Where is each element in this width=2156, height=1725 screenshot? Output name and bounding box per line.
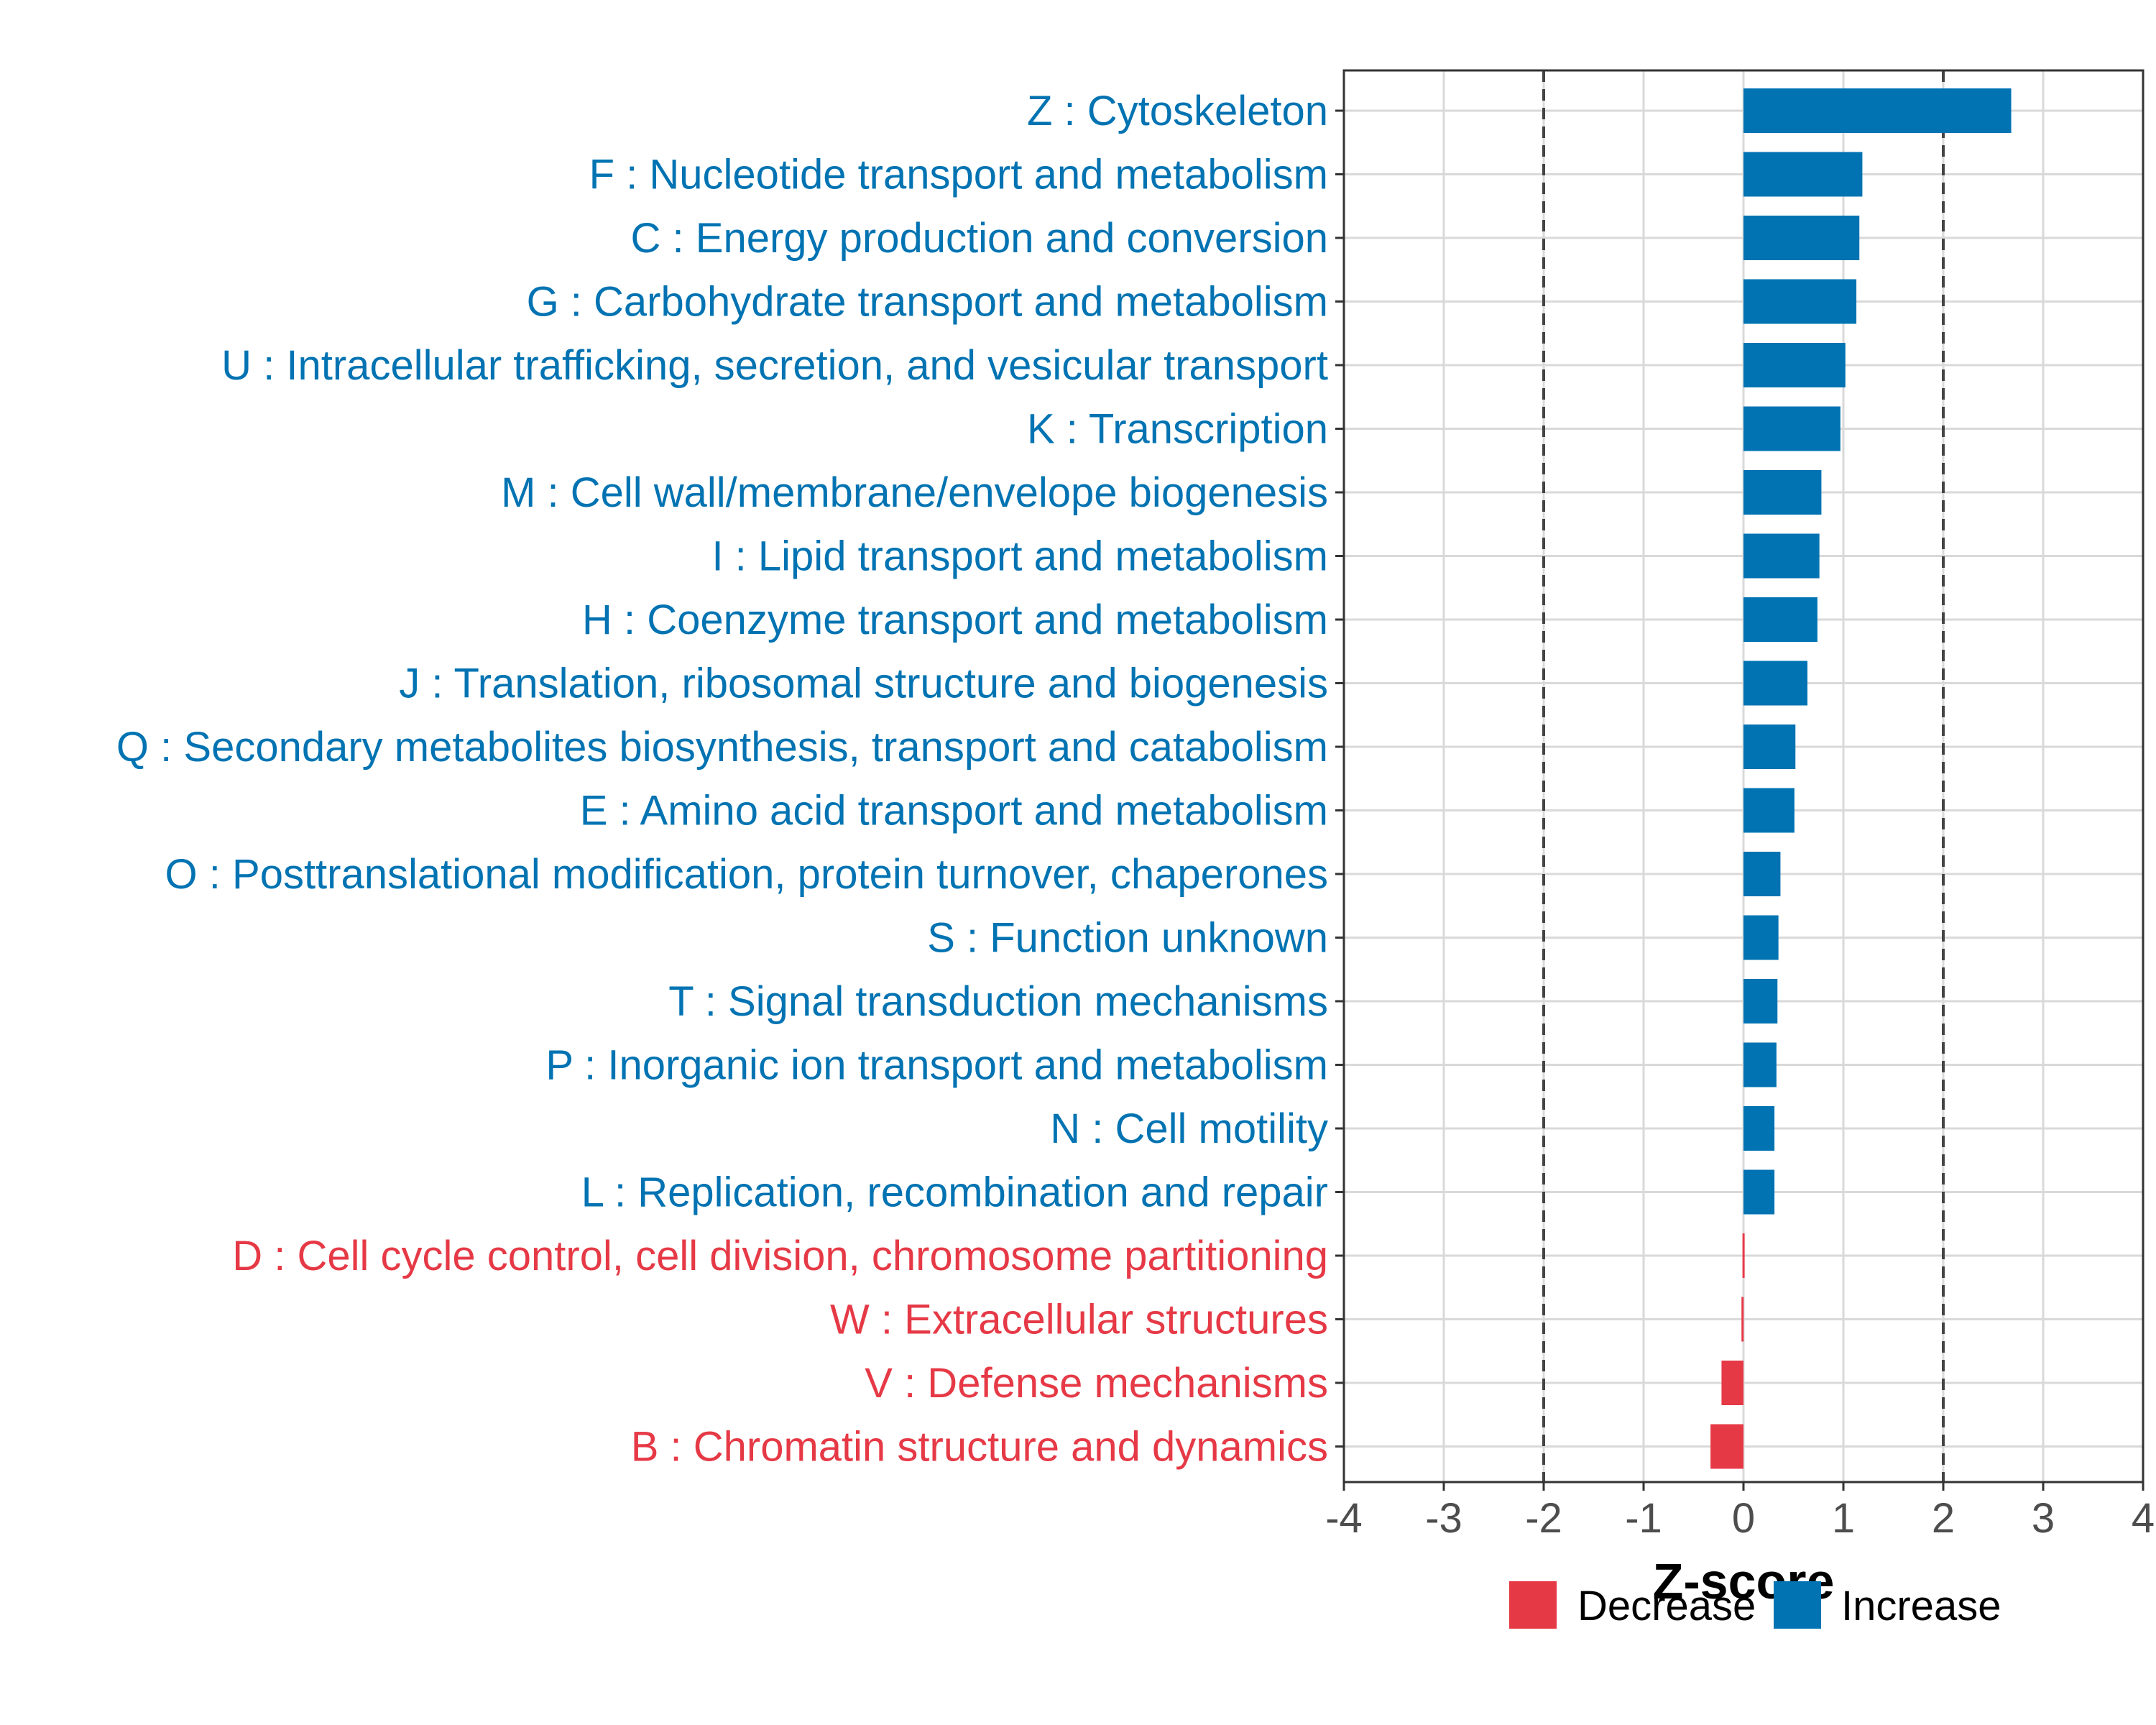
x-tick-label: -2 [1525, 1495, 1562, 1542]
bar [1743, 979, 1778, 1024]
bar [1743, 1169, 1775, 1215]
category-label: K : Transcription [1027, 406, 1328, 453]
bar [1743, 1106, 1775, 1151]
legend-swatch-decrease [1509, 1581, 1557, 1629]
bar [1743, 597, 1818, 642]
bar [1743, 915, 1779, 960]
bar [1743, 470, 1822, 515]
category-label: M : Cell wall/membrane/envelope biogenes… [501, 469, 1328, 516]
category-label: J : Translation, ribosomal structure and… [399, 661, 1328, 707]
bar [1743, 1042, 1777, 1087]
bar [1741, 1297, 1744, 1342]
x-tick-label: -4 [1325, 1495, 1363, 1542]
category-label: L : Replication, recombination and repai… [581, 1169, 1328, 1216]
legend: Decrease Increase [1509, 1581, 2001, 1629]
y-axis-ticks [1335, 109, 1344, 1448]
category-label: O : Posttranslational modification, prot… [165, 851, 1328, 898]
bar [1743, 279, 1857, 324]
x-tick-label: 4 [2132, 1495, 2155, 1542]
legend-label-increase: Increase [1841, 1583, 2001, 1629]
bar [1743, 88, 2012, 133]
category-label: C : Energy production and conversion [631, 215, 1328, 262]
bars [1710, 88, 2012, 1469]
x-tick-label: 1 [1832, 1495, 1855, 1542]
bar [1743, 724, 1796, 769]
x-axis-ticks: -4 -3 -2 -1 0 1 2 3 4 [1325, 1482, 2155, 1542]
legend-label-decrease: Decrease [1577, 1583, 1756, 1629]
category-label: B : Chromatin structure and dynamics [631, 1424, 1328, 1471]
x-tick-label: -1 [1625, 1495, 1662, 1542]
bar [1743, 406, 1841, 451]
bar [1742, 1233, 1745, 1278]
category-label: Q : Secondary metabolites biosynthesis, … [116, 724, 1328, 770]
x-tick-label: -3 [1425, 1495, 1462, 1542]
category-label: N : Cell motility [1050, 1105, 1328, 1152]
category-label: H : Coenzyme transport and metabolism [582, 597, 1328, 643]
bar [1710, 1424, 1743, 1469]
category-label: Z : Cytoskeleton [1027, 88, 1328, 134]
x-tick-label: 2 [1932, 1495, 1955, 1542]
category-label: F : Nucleotide transport and metabolism [589, 152, 1328, 198]
category-label: S : Function unknown [927, 915, 1328, 962]
category-label: I : Lipid transport and metabolism [711, 533, 1328, 580]
category-labels: Z : Cytoskeleton F : Nucleotide transport… [116, 88, 1328, 1471]
bar [1743, 152, 1863, 197]
reference-lines [1542, 70, 1945, 1482]
category-label: U : Intracellular trafficking, secretion… [221, 342, 1328, 389]
category-label: G : Carbohydrate transport and metabolis… [527, 279, 1328, 326]
bar [1743, 852, 1781, 896]
bar [1721, 1361, 1743, 1405]
legend-swatch-increase [1774, 1581, 1821, 1629]
bar [1743, 533, 1820, 579]
category-label: T : Signal transduction mechanisms [668, 978, 1328, 1025]
category-label: W : Extracellular structures [830, 1297, 1328, 1343]
category-label: V : Defense mechanisms [865, 1360, 1328, 1407]
category-label: P : Inorganic ion transport and metaboli… [545, 1042, 1328, 1089]
x-tick-label: 0 [1732, 1495, 1755, 1542]
bar [1743, 343, 1846, 387]
bar [1743, 788, 1795, 833]
category-label: E : Amino acid transport and metabolism [580, 788, 1328, 834]
x-tick-label: 3 [2032, 1495, 2055, 1542]
category-label: D : Cell cycle control, cell division, c… [232, 1233, 1328, 1279]
bar [1743, 661, 1807, 706]
bar [1743, 216, 1860, 260]
